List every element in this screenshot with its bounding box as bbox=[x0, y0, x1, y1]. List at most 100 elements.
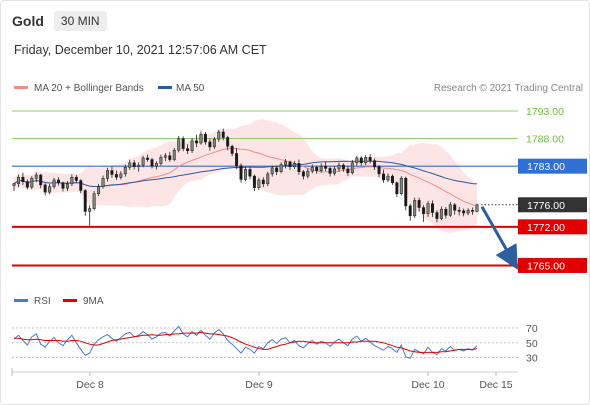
candle bbox=[92, 191, 96, 211]
bollinger-band bbox=[14, 119, 477, 233]
candle bbox=[190, 138, 194, 153]
candle bbox=[61, 181, 65, 192]
legend-label-9ma: 9MA bbox=[83, 296, 104, 307]
candle bbox=[413, 197, 417, 219]
candle bbox=[203, 131, 207, 145]
candle bbox=[257, 177, 261, 190]
candle bbox=[172, 147, 176, 162]
candle bbox=[333, 166, 337, 176]
candle bbox=[163, 152, 167, 162]
legend-swatch-ma50 bbox=[158, 86, 172, 89]
candle bbox=[57, 177, 60, 186]
candle bbox=[346, 165, 350, 177]
credit-text: Research © 2021 Trading Central bbox=[434, 83, 583, 94]
candle bbox=[382, 169, 385, 183]
candle bbox=[395, 181, 399, 198]
candle bbox=[114, 170, 118, 180]
timestamp: Friday, December 10, 2021 12:57:06 AM CE… bbox=[14, 43, 267, 57]
candle bbox=[235, 147, 239, 169]
candle bbox=[448, 202, 452, 217]
candle bbox=[101, 175, 105, 189]
level-value-3: 1772.00 bbox=[527, 222, 565, 234]
candle bbox=[123, 164, 127, 177]
candle bbox=[319, 163, 323, 173]
candle bbox=[30, 176, 34, 190]
candle bbox=[399, 176, 403, 196]
candle bbox=[444, 206, 448, 219]
candle bbox=[417, 197, 421, 212]
candle bbox=[25, 179, 29, 190]
candle bbox=[217, 129, 221, 142]
candle bbox=[292, 161, 296, 169]
candle bbox=[132, 160, 136, 170]
candle bbox=[128, 159, 132, 171]
candle bbox=[97, 183, 101, 196]
level-value-1: 1788.00 bbox=[526, 134, 564, 146]
legend-swatch-ma20 bbox=[14, 86, 28, 89]
candle bbox=[288, 160, 292, 171]
candle bbox=[359, 156, 363, 166]
candle bbox=[466, 208, 470, 216]
level-value-4: 1765.00 bbox=[527, 260, 565, 272]
candle bbox=[168, 151, 172, 162]
candle bbox=[195, 134, 199, 147]
candle bbox=[199, 131, 203, 145]
candle bbox=[52, 177, 56, 189]
candle bbox=[462, 208, 466, 217]
candle bbox=[21, 172, 25, 185]
x-tick-label: Dec 9 bbox=[245, 379, 273, 391]
candle bbox=[364, 155, 368, 166]
level-tag-4 bbox=[518, 257, 587, 273]
candle bbox=[83, 189, 87, 216]
candle bbox=[208, 138, 212, 151]
candle bbox=[88, 205, 92, 227]
x-tick-label: Dec 15 bbox=[479, 379, 512, 391]
interval-badge[interactable]: 30 MIN bbox=[53, 11, 107, 31]
candle bbox=[226, 135, 230, 151]
instrument-title: Gold bbox=[12, 13, 44, 29]
candle bbox=[181, 136, 185, 152]
candle bbox=[146, 154, 150, 162]
legend-label-ma50: MA 50 bbox=[176, 83, 205, 94]
x-tick-label: Dec 10 bbox=[411, 379, 444, 391]
rsi-tick-30: 30 bbox=[526, 353, 538, 365]
x-tick-label: Dec 8 bbox=[76, 379, 104, 391]
candle bbox=[377, 165, 381, 178]
candle bbox=[79, 179, 83, 194]
rsi-tick-70: 70 bbox=[526, 323, 538, 335]
candle bbox=[119, 171, 123, 180]
candle bbox=[275, 165, 279, 176]
x-axis: Dec 8 Dec 9 Dec 10 Dec 15 bbox=[11, 368, 513, 391]
candle bbox=[239, 163, 243, 183]
candle bbox=[306, 168, 310, 179]
rsi-tick-50: 50 bbox=[526, 338, 538, 350]
candle bbox=[404, 176, 408, 211]
candle bbox=[350, 160, 354, 175]
candle bbox=[34, 172, 38, 183]
candle bbox=[16, 174, 20, 188]
candle bbox=[301, 170, 305, 180]
legend-label-rsi: RSI bbox=[34, 296, 51, 307]
rsi-legend: RSI 9MA bbox=[14, 296, 104, 307]
candle bbox=[12, 182, 16, 191]
candle bbox=[390, 174, 394, 185]
candle bbox=[435, 210, 439, 223]
current-price-value: 1776.00 bbox=[527, 200, 565, 212]
candle bbox=[154, 161, 158, 170]
candle bbox=[408, 203, 412, 221]
candle bbox=[328, 166, 332, 177]
candle bbox=[150, 157, 154, 169]
candle bbox=[106, 167, 109, 182]
candle bbox=[310, 164, 314, 174]
candle bbox=[141, 155, 145, 168]
price-tags-layer: 1793.00 1788.00 1783.00 1772.00 1765.00 1776.… bbox=[480, 106, 587, 273]
level-value-0: 1793.00 bbox=[526, 106, 564, 118]
candle bbox=[221, 128, 225, 141]
level-value-2: 1783.00 bbox=[527, 161, 565, 173]
candle bbox=[70, 174, 74, 187]
candle bbox=[426, 200, 430, 217]
legend: MA 20 + Bollinger Bands MA 50 bbox=[14, 83, 205, 94]
candle bbox=[39, 173, 43, 189]
candle bbox=[279, 162, 283, 174]
